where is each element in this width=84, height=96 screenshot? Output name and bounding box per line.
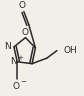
Text: O: O [19, 1, 26, 10]
Text: +: + [18, 55, 23, 61]
Text: N: N [10, 57, 17, 66]
Text: O: O [12, 82, 19, 91]
Text: N: N [4, 42, 11, 51]
Text: OH: OH [64, 46, 77, 55]
Text: −: − [20, 79, 26, 85]
Text: O: O [22, 28, 29, 37]
